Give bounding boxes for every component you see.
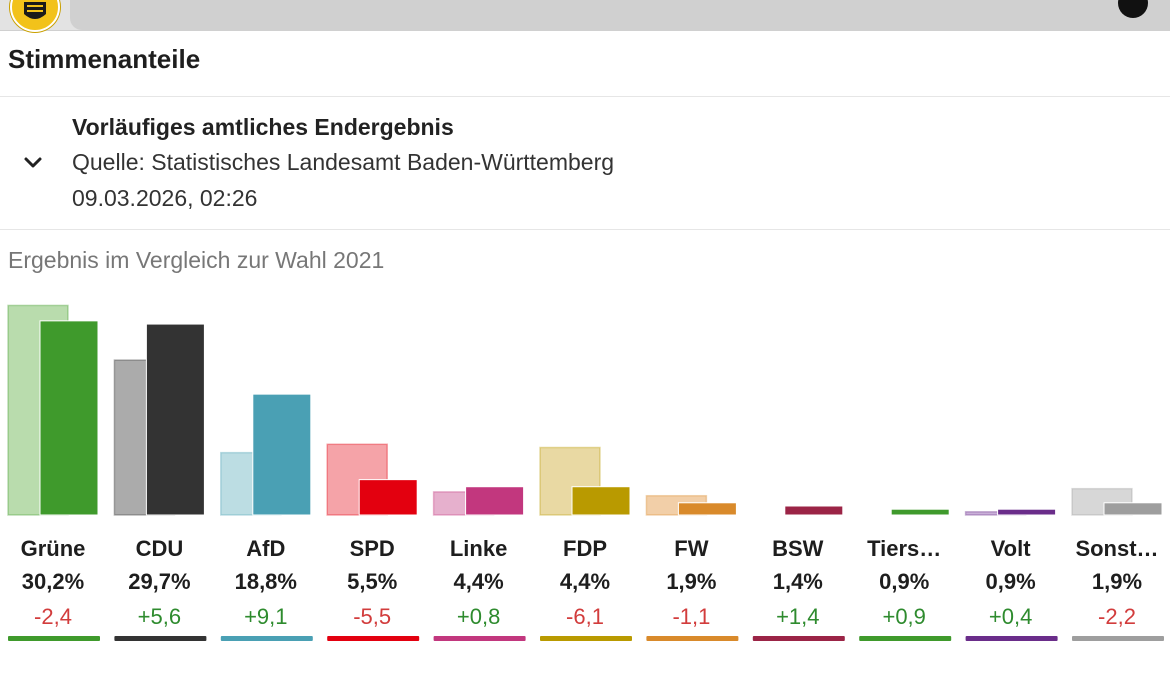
party-label: SPD — [350, 536, 395, 561]
bar-2026 — [784, 505, 844, 516]
diff-label: -2,4 — [34, 604, 72, 629]
party-color-bar — [646, 636, 739, 641]
diff-label: -2,2 — [1098, 604, 1136, 629]
value-label: 18,8% — [235, 569, 297, 594]
party-color-bar — [114, 636, 207, 641]
bar-2026 — [677, 502, 737, 516]
diff-label: -1,1 — [672, 604, 710, 629]
timestamp: 09.03.2026, 02:26 — [72, 185, 258, 211]
diff-label: +9,1 — [244, 604, 287, 629]
menu-icon[interactable] — [1118, 0, 1148, 18]
diff-label: +0,8 — [457, 604, 500, 629]
party-label: Tiers… — [867, 536, 941, 561]
party-color-bar — [752, 636, 845, 641]
party-color-bar — [8, 636, 100, 641]
party-color-bar — [1072, 636, 1164, 641]
chevron-down-icon[interactable] — [22, 152, 44, 174]
value-label: 29,7% — [128, 569, 190, 594]
value-label: 5,5% — [347, 569, 397, 594]
diff-label: -5,5 — [353, 604, 391, 629]
bar-2026 — [1103, 502, 1163, 516]
value-label: 0,9% — [986, 569, 1036, 594]
party-label: BSW — [772, 536, 824, 561]
party-label: Sonst… — [1075, 536, 1158, 561]
value-label: 4,4% — [560, 569, 610, 594]
party-color-bar — [327, 636, 420, 641]
value-label: 30,2% — [22, 569, 84, 594]
source-text: Quelle: Statistisches Landesamt Baden-Wü… — [72, 149, 615, 175]
bar-2026 — [252, 393, 312, 516]
value-label: 1,9% — [666, 569, 716, 594]
bar-2026 — [571, 486, 631, 516]
party-color-bar — [965, 636, 1058, 641]
party-label: Volt — [991, 536, 1032, 561]
top-bar — [0, 0, 1170, 32]
party-color-bar — [220, 636, 313, 641]
value-label: 4,4% — [454, 569, 504, 594]
party-label: AfD — [246, 536, 285, 561]
party-color-bar — [540, 636, 632, 641]
value-label: 1,9% — [1092, 569, 1142, 594]
bar-2026 — [145, 323, 205, 516]
chart-subtitle: Ergebnis im Vergleich zur Wahl 2021 — [8, 247, 385, 273]
diff-label: +0,9 — [882, 604, 925, 629]
bar-2026 — [890, 508, 950, 516]
diff-label: +1,4 — [776, 604, 819, 629]
divider — [0, 96, 1170, 97]
result-status-heading: Vorläufiges amtliches Endergebnis — [72, 114, 454, 140]
party-label: Grüne — [21, 536, 86, 561]
party-label: Linke — [450, 536, 507, 561]
bar-2026 — [39, 320, 99, 516]
section-title: Stimmenanteile — [8, 44, 201, 74]
party-label: FDP — [563, 536, 607, 561]
top-bar-tab — [70, 0, 1170, 30]
diff-label: -6,1 — [566, 604, 604, 629]
value-label: 0,9% — [879, 569, 929, 594]
bar-2026 — [465, 486, 525, 516]
party-label: CDU — [136, 536, 184, 561]
diff-label: +0,4 — [989, 604, 1032, 629]
value-label: 1,4% — [773, 569, 823, 594]
coat-of-arms-logo — [10, 0, 60, 32]
bar-2026 — [997, 508, 1057, 516]
diff-label: +5,6 — [138, 604, 181, 629]
party-color-bar — [859, 636, 952, 641]
party-label: FW — [674, 536, 708, 561]
divider — [0, 229, 1170, 230]
party-color-bar — [433, 636, 526, 641]
bar-2026 — [358, 479, 418, 516]
